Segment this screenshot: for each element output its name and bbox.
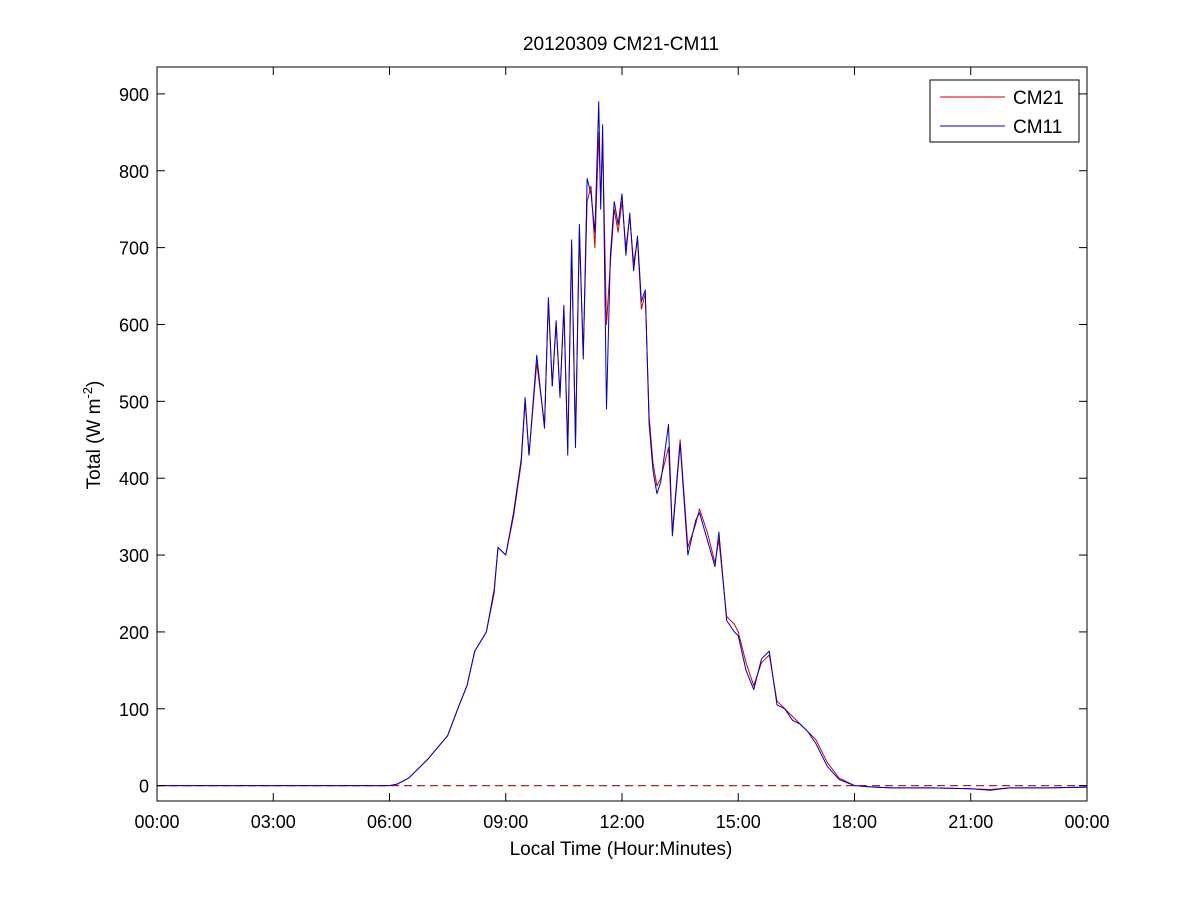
y-tick-label: 300 [119,546,149,566]
x-tick-label: 00:00 [1064,812,1109,832]
y-tick-label: 800 [119,162,149,182]
y-axis-label-superscript: -2 [80,387,95,399]
x-axis-ticks: 00:00 03:00 06:00 09:00 12:00 15:00 18:00 21:00… [134,67,1110,832]
y-axis-label-suffix: ) [84,381,105,387]
x-axis-label: Local Time (Hour:Minutes) [510,839,733,860]
y-tick-label: 600 [119,315,149,335]
legend: CM21 CM11 [929,79,1080,143]
y-tick-label: 0 [139,777,149,797]
plot-area [156,66,1088,802]
x-tick-label: 03:00 [251,812,296,832]
x-tick-label: 09:00 [483,812,528,832]
y-axis-label: Total (W m-2) [80,381,105,490]
y-axis-ticks: 0 100 200 300 400 500 600 700 800 900 [119,85,1087,797]
x-tick-label: 15:00 [716,812,761,832]
x-tick-label: 18:00 [832,812,877,832]
y-tick-label: 900 [119,85,149,105]
chart-title: 20120309 CM21-CM11 [523,34,719,55]
axes-frame [156,66,1088,802]
series-group [157,101,1088,791]
x-tick-label: 12:00 [599,812,644,832]
legend-label-cm21: CM21 [1013,88,1064,109]
legend-label-cm11: CM11 [1013,117,1062,138]
y-tick-label: 200 [119,623,149,643]
x-tick-label: 06:00 [367,812,412,832]
legend-box [929,79,1080,143]
y-tick-label: 500 [119,392,149,412]
y-tick-label: 400 [119,469,149,489]
y-tick-label: 100 [119,700,149,720]
series-line-cm11 [157,101,1088,791]
x-tick-label: 00:00 [134,812,179,832]
y-axis-label-prefix: Total (W m [84,399,105,490]
y-tick-label: 700 [119,239,149,259]
x-tick-label: 21:00 [948,812,993,832]
